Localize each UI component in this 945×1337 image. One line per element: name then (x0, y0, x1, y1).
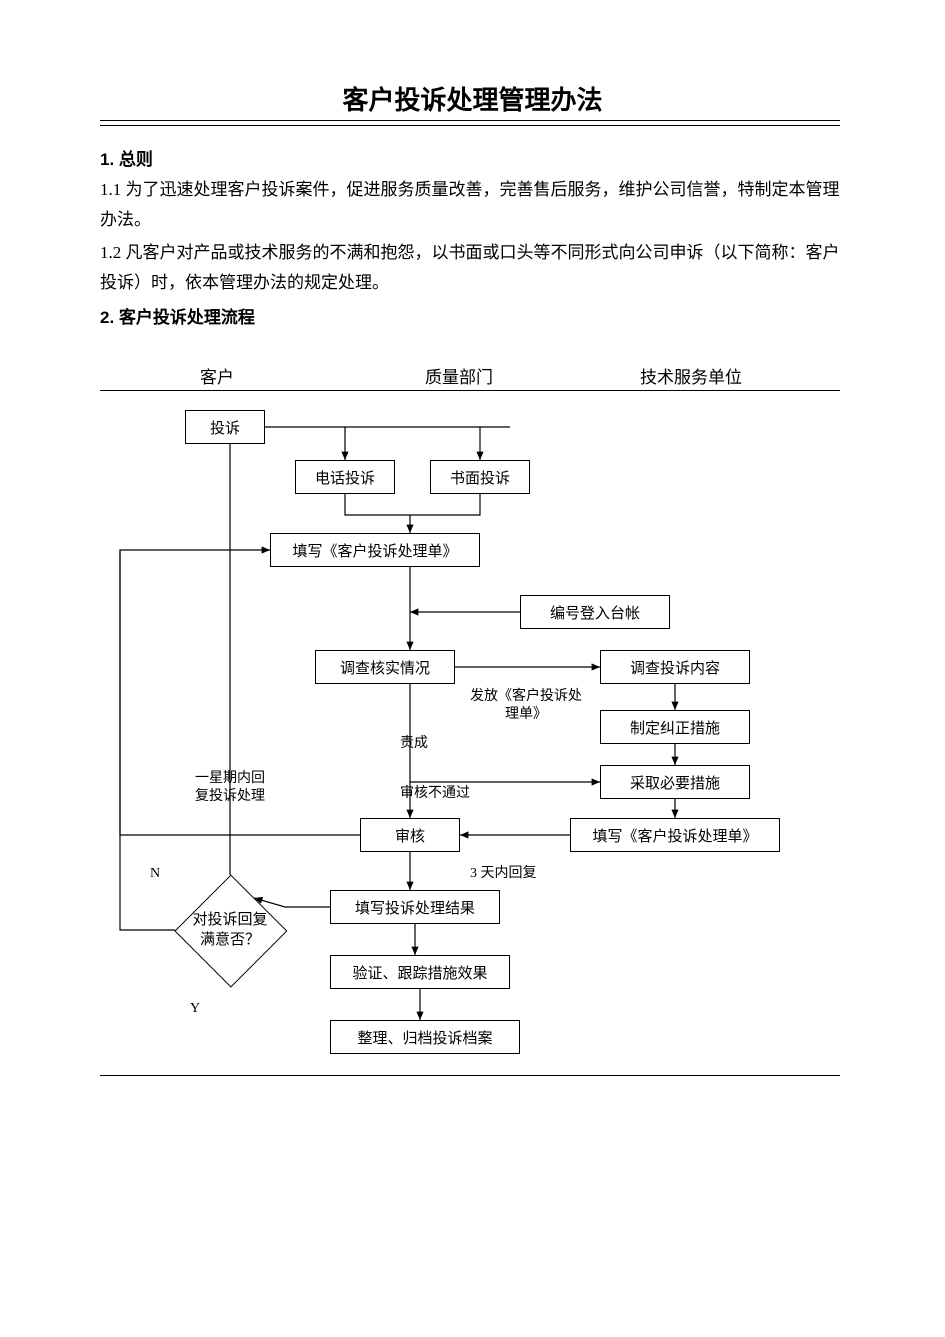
flow-bottom-rule (100, 1075, 840, 1076)
flow-top-rule (100, 390, 840, 391)
flow-label-assign: 责成 (400, 735, 428, 753)
flow-node-corrective: 制定纠正措施 (600, 710, 750, 744)
flow-edge-20 (185, 428, 230, 875)
flow-node-archive: 整理、归档投诉档案 (330, 1020, 520, 1054)
flow-node-phone: 电话投诉 (295, 460, 395, 494)
flow-edge-4 (410, 494, 480, 515)
section-2-heading: 2. 客户投诉处理流程 (100, 303, 255, 333)
flow-node-satisfied: 对投诉回复满意否？ (191, 891, 269, 969)
section-1-heading: 1. 总则 (100, 145, 153, 175)
flowchart-area: 投诉电话投诉书面投诉填写《客户投诉处理单》编号登入台帐调查核实情况调查投诉内容制… (100, 390, 840, 1080)
flow-node-fillResult: 填写投诉处理结果 (330, 890, 500, 924)
flow-label-auditFail: 审核不通过 (400, 785, 470, 803)
flow-node-audit: 审核 (360, 818, 460, 852)
document-title: 客户投诉处理管理办法 (0, 80, 945, 117)
flow-edge-3 (345, 494, 410, 515)
page: 客户投诉处理管理办法 1. 总则 1.1 为了迅速处理客户投诉案件，促进服务质量… (0, 0, 945, 1337)
paragraph-1-2: 1.2 凡客户对产品或技术服务的不满和抱怨，以书面或口头等不同形式向公司申诉（以… (100, 238, 840, 298)
flow-label-N: N (150, 865, 160, 883)
lane-header-customer: 客户 (200, 363, 234, 393)
flow-node-verifyTrack: 验证、跟踪措施效果 (330, 955, 510, 989)
flow-node-investigate: 调查投诉内容 (600, 650, 750, 684)
flow-node-verify: 调查核实情况 (315, 650, 455, 684)
flow-edge-21 (120, 550, 175, 930)
flow-node-written: 书面投诉 (430, 460, 530, 494)
flow-label-Y: Y (190, 1000, 200, 1018)
flow-label-issueForm: 发放《客户投诉处理单》 (470, 688, 582, 724)
flow-label-weekReply: 一星期内回复投诉处理 (195, 770, 265, 806)
lane-header-quality: 质量部门 (425, 363, 493, 393)
title-rule-top (100, 120, 840, 121)
flow-node-register: 编号登入台帐 (520, 595, 670, 629)
flow-node-fillForm2: 填写《客户投诉处理单》 (570, 818, 780, 852)
flow-node-fillForm: 填写《客户投诉处理单》 (270, 533, 480, 567)
flow-node-takeMeasures: 采取必要措施 (600, 765, 750, 799)
flow-node-satisfied-label: 对投诉回复满意否？ (161, 891, 299, 969)
flow-label-reply3: 3 天内回复 (470, 865, 537, 883)
title-rule-bottom (100, 125, 840, 126)
paragraph-1-1: 1.1 为了迅速处理客户投诉案件，促进服务质量改善，完善售后服务，维护公司信誉，… (100, 175, 840, 235)
lane-header-tech: 技术服务单位 (640, 363, 742, 393)
flow-node-complaint: 投诉 (185, 410, 265, 444)
